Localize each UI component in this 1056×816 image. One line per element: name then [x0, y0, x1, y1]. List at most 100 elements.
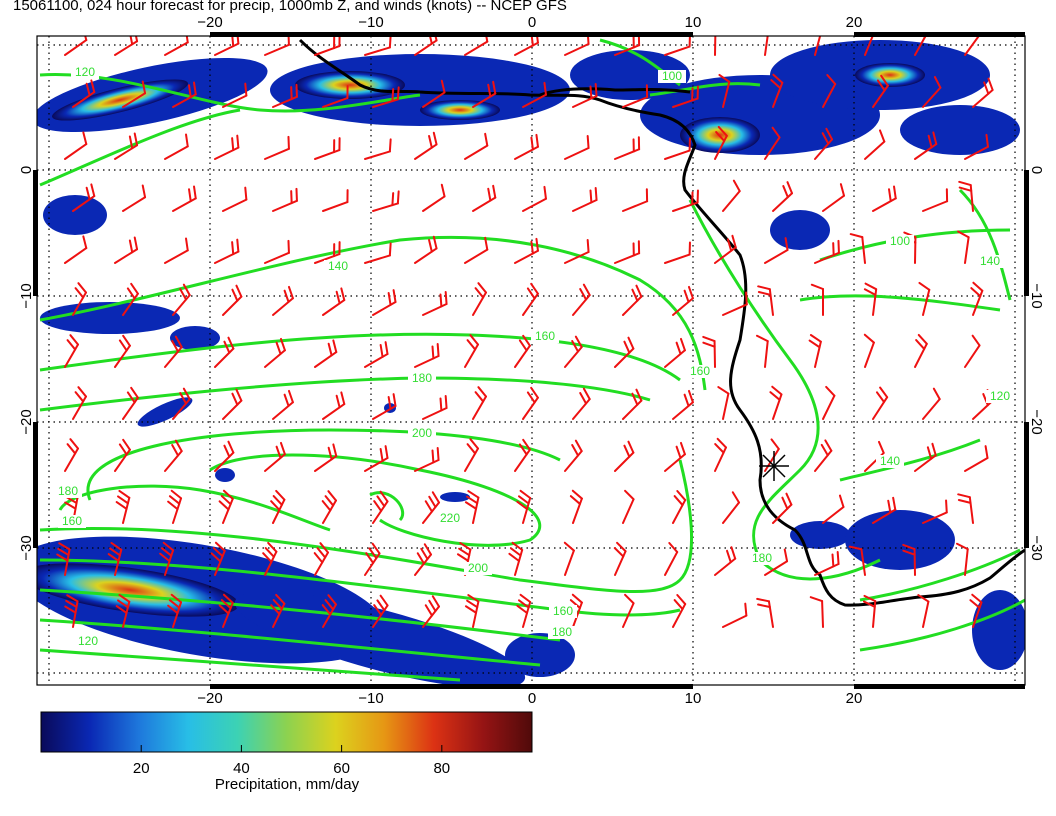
- wind-barb: [322, 287, 346, 316]
- wind-barb: [564, 239, 590, 264]
- precip-area: [43, 195, 107, 235]
- contour-label-bg: [324, 260, 352, 273]
- wind-barb: [622, 284, 643, 316]
- contour-label-bg: [408, 427, 436, 440]
- lat-tick-label-right: −20: [1028, 409, 1045, 434]
- wind-barb: [516, 489, 532, 524]
- contour-labels: 120 100 140 160 180 200 220 180 160 120 100 140 160 1…: [54, 65, 1014, 648]
- wind-barb: [264, 135, 290, 160]
- wind-barb: [414, 543, 433, 576]
- wind-barb: [314, 137, 341, 160]
- wind-barb: [222, 388, 243, 420]
- wind-barb: [614, 136, 641, 160]
- wind-barb: [764, 237, 789, 264]
- wind-barb: [262, 541, 278, 576]
- wind-barb: [572, 387, 591, 420]
- lon-tick-label-bottom: −20: [197, 690, 222, 707]
- wind-barb: [114, 36, 139, 56]
- wind-barb: [808, 333, 822, 368]
- wind-barb: [56, 542, 71, 576]
- wind-barb: [849, 233, 866, 264]
- contour-line: [39, 376, 651, 412]
- contour-label: 160: [690, 364, 710, 378]
- wind-barb: [922, 188, 949, 212]
- contour-label: 140: [980, 254, 1000, 268]
- wind-barb: [422, 595, 441, 628]
- wind-barb: [764, 548, 789, 576]
- wind-barb: [764, 36, 769, 56]
- wind-barb: [564, 439, 583, 472]
- contour-label-bg: [686, 365, 714, 378]
- wind-barb: [172, 387, 191, 420]
- wind-barb: [722, 491, 741, 524]
- wind-barb: [167, 593, 183, 628]
- wind-barb: [514, 133, 539, 160]
- wind-barb: [922, 76, 942, 108]
- wind-barb: [970, 281, 984, 316]
- wind-barb: [964, 334, 981, 368]
- wind-barb: [810, 283, 824, 316]
- contour-label: 160: [553, 604, 573, 618]
- wind-barb: [472, 282, 487, 316]
- wind-barb: [422, 79, 446, 108]
- precip-area: [440, 492, 470, 502]
- wind-barb: [672, 85, 699, 108]
- wind-barb: [364, 138, 392, 160]
- wind-barb: [270, 593, 286, 628]
- wind-barb: [917, 594, 930, 628]
- colorbar: [40, 711, 533, 753]
- wind-barb: [122, 80, 147, 108]
- contour-line: [58, 484, 331, 532]
- wind-barb: [218, 593, 234, 628]
- precip-area: [570, 50, 690, 100]
- colorbar-tick-label: 40: [233, 760, 250, 777]
- contour-label: 100: [890, 234, 910, 248]
- lon-tick-label-top: −10: [358, 14, 383, 31]
- wind-barb: [622, 188, 649, 212]
- wind-barb: [769, 385, 783, 420]
- contour-line: [39, 558, 681, 617]
- coastline: [298, 38, 1025, 607]
- wind-barb: [115, 593, 131, 628]
- wind-barb: [364, 341, 389, 368]
- wind-barb: [464, 236, 489, 264]
- wind-barb: [314, 443, 338, 472]
- contour-label: 160: [535, 329, 555, 343]
- wind-barb: [114, 132, 139, 160]
- wind-barb: [814, 239, 840, 264]
- wind-barb: [764, 126, 781, 160]
- wind-barb: [313, 542, 329, 576]
- wind-barb: [214, 336, 235, 368]
- precip-area: [855, 63, 925, 87]
- wind-barb: [270, 489, 286, 524]
- contour-line: [39, 108, 241, 187]
- wind-barb: [364, 36, 392, 56]
- wind-barb: [159, 541, 175, 576]
- wind-barb: [464, 334, 479, 368]
- wind-barb: [472, 386, 487, 420]
- wind-barb: [414, 131, 438, 160]
- wind-barb: [864, 129, 886, 160]
- wind-barb: [914, 333, 928, 368]
- wind-barb: [122, 184, 147, 212]
- wind-barb: [114, 236, 139, 264]
- wind-barb: [872, 496, 897, 524]
- wind-barb: [64, 36, 88, 56]
- contour-label-bg: [658, 70, 686, 83]
- map-edge-bars: [33, 32, 1029, 689]
- wind-barb: [822, 385, 836, 420]
- wind-barb: [714, 437, 727, 472]
- precip-area: [420, 100, 500, 120]
- wind-barb: [956, 542, 969, 576]
- wind-barb: [372, 490, 389, 524]
- wind-barb: [72, 183, 96, 212]
- wind-barb: [372, 594, 389, 628]
- wind-barb: [522, 386, 539, 420]
- wind-barb: [872, 386, 889, 420]
- wind-barb: [464, 132, 489, 160]
- contour-label: 120: [78, 634, 98, 648]
- wind-barb: [957, 230, 970, 264]
- wind-barb: [472, 184, 497, 212]
- wind-barb: [122, 386, 139, 420]
- lat-tick-label-right: −30: [1028, 535, 1045, 560]
